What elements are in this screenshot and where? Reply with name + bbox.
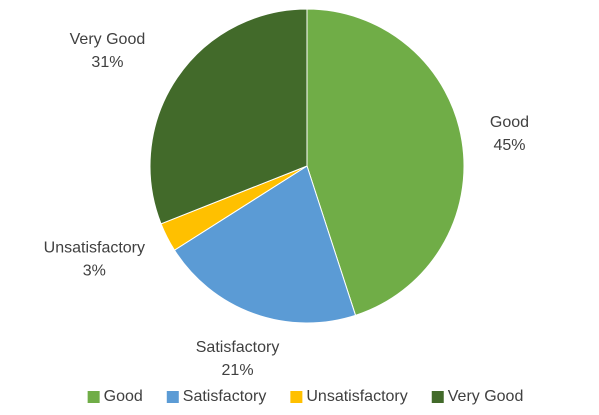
slice-label-name: Satisfactory xyxy=(196,339,280,356)
slice-label-name: Very Good xyxy=(70,31,146,48)
legend-label: Unsatisfactory xyxy=(306,388,407,405)
pie-slice xyxy=(306,8,465,316)
slice-label-value: 21% xyxy=(222,362,254,379)
legend-swatch xyxy=(166,391,179,403)
slice-label-value: 3% xyxy=(83,262,106,279)
pie-slice xyxy=(173,165,357,324)
slice-label-value: 31% xyxy=(91,54,123,71)
slice-label-value: 45% xyxy=(493,137,525,154)
slice-label-name: Good xyxy=(490,114,529,131)
legend-swatch xyxy=(87,391,100,403)
legend-label: Satisfactory xyxy=(183,388,267,405)
pie-slice xyxy=(149,8,308,225)
slice-label-name: Unsatisfactory xyxy=(44,239,145,256)
legend-swatch xyxy=(290,391,303,403)
legend: Good Satisfactory Unsatisfactory Very Good xyxy=(87,388,524,405)
legend-label: Very Good xyxy=(448,388,524,405)
legend-label: Good xyxy=(104,388,143,405)
legend-swatch xyxy=(431,391,444,403)
